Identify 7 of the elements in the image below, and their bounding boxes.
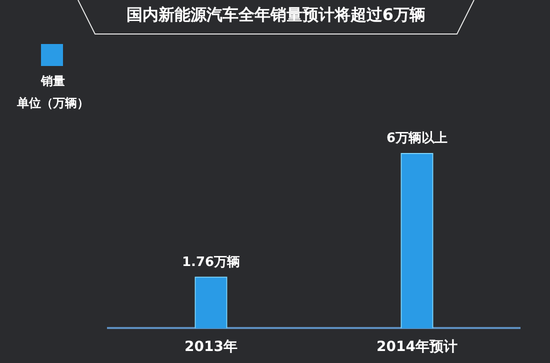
x-tick-label: 2013年 [184, 339, 238, 356]
chart-title: 国内新能源汽车全年销量预计将超过6万辆 [125, 5, 427, 26]
x-tick-label: 2014年预计 [376, 339, 458, 356]
data-label: 1.76万辆 [182, 254, 240, 270]
legend-label: 销量 [40, 74, 65, 88]
y-axis-title: 单位（万辆） [16, 96, 89, 110]
data-label: 6万辆以上 [386, 131, 448, 146]
